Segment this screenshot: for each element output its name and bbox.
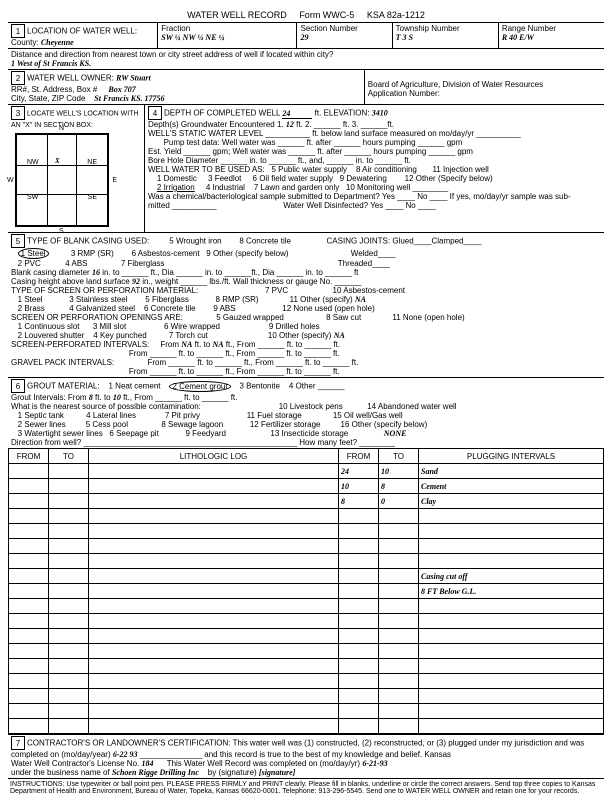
log-row — [9, 614, 604, 629]
log-row — [9, 509, 604, 524]
log-row — [9, 599, 604, 614]
log-row — [9, 659, 604, 674]
section-5: 5TYPE OF BLANK CASING USED: 5 Wrought ir… — [8, 232, 604, 377]
distance-value: 1 West of St Francis KS. — [11, 59, 91, 68]
fraction-value: SW ¼ NW ¼ NE ¼ — [161, 33, 224, 42]
range-value: R 40 E/W — [502, 33, 534, 42]
lithologic-log-table: FROM TO LITHOLOGIC LOG FROM TO PLUGGING … — [8, 448, 604, 734]
log-row: 8 FT Below G.L. — [9, 584, 604, 599]
log-row — [9, 524, 604, 539]
log-row — [9, 719, 604, 734]
log-row — [9, 554, 604, 569]
log-row — [9, 689, 604, 704]
section-7: 7CONTRACTOR'S OR LANDOWNER'S CERTIFICATI… — [8, 734, 604, 779]
log-row: Casing cut off — [9, 569, 604, 584]
township-value: T 3 S — [396, 33, 413, 42]
distance-row: Distance and direction from nearest town… — [8, 48, 604, 69]
county-value: Cheyenne — [41, 38, 74, 47]
instructions-footer: INSTRUCTIONS: Use typewriter or ball poi… — [8, 779, 604, 797]
log-row: 2410Sand — [9, 464, 604, 479]
log-row — [9, 539, 604, 554]
section-1: 1LOCATION OF WATER WELL: County: Cheyenn… — [8, 22, 604, 48]
section-number: 1 — [11, 24, 25, 38]
log-row — [9, 629, 604, 644]
section-3-4: 3LOCATE WELL'S LOCATION WITH AN "X" IN S… — [8, 104, 604, 232]
section-2: 2WATER WELL OWNER: RW Stuart RR#, St. Ad… — [8, 69, 604, 104]
section-grid: NW X NE SW SE W E N S — [15, 133, 109, 227]
form-title: WATER WELL RECORD Form WWC-5 KSA 82a-121… — [8, 8, 604, 22]
log-row: 108Cement — [9, 479, 604, 494]
log-row — [9, 644, 604, 659]
log-row — [9, 704, 604, 719]
section-6: 6GROUT MATERIAL: 1 Neat cement 2 Cement … — [8, 377, 604, 448]
log-row — [9, 674, 604, 689]
log-row: 80Clay — [9, 494, 604, 509]
section-value: 29 — [300, 33, 308, 42]
